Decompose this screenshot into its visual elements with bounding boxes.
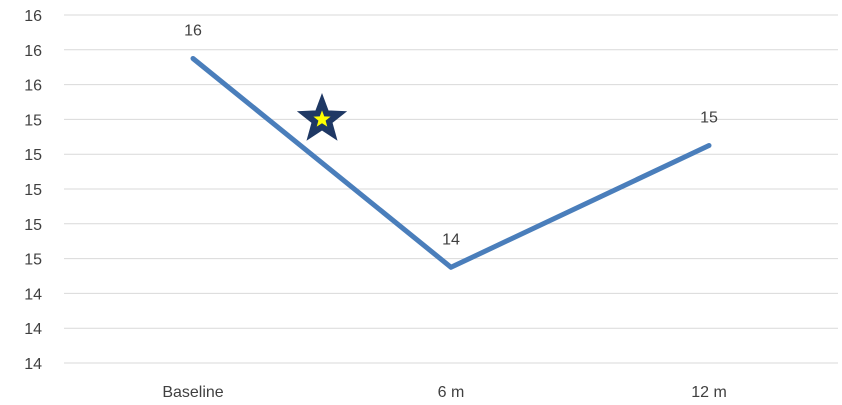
x-tick-label: 6 m [438, 384, 465, 401]
y-tick-label: 15 [24, 182, 42, 199]
y-tick-label: 14 [24, 321, 42, 338]
y-tick-label: 15 [24, 112, 42, 129]
marker-layer [296, 92, 348, 141]
y-tick-label: 15 [24, 252, 42, 269]
series-layer [190, 56, 712, 270]
data-point [708, 145, 710, 146]
data-label: 14 [442, 231, 460, 248]
data-point [192, 58, 194, 59]
y-tick-label: 14 [24, 286, 42, 303]
y-tick-label: 15 [24, 147, 42, 164]
x-axis-tick-labels: Baseline 6 m 12 m [162, 384, 726, 401]
y-axis-tick-labels: 14 14 14 15 15 15 15 15 16 16 16 [24, 8, 42, 373]
y-tick-label: 16 [24, 78, 42, 95]
x-tick-label: 12 m [691, 384, 727, 401]
star-marker-center-icon [313, 110, 331, 127]
y-tick-label: 14 [24, 356, 42, 373]
y-tick-label: 15 [24, 217, 42, 234]
x-tick-label: Baseline [162, 384, 223, 401]
y-tick-label: 16 [24, 8, 42, 25]
data-label: 15 [700, 110, 718, 127]
grid-layer [64, 14, 838, 364]
y-tick-label: 16 [24, 43, 42, 60]
data-point [450, 266, 452, 268]
data-label: 16 [184, 23, 202, 40]
data-labels: 16 14 15 [184, 23, 718, 249]
